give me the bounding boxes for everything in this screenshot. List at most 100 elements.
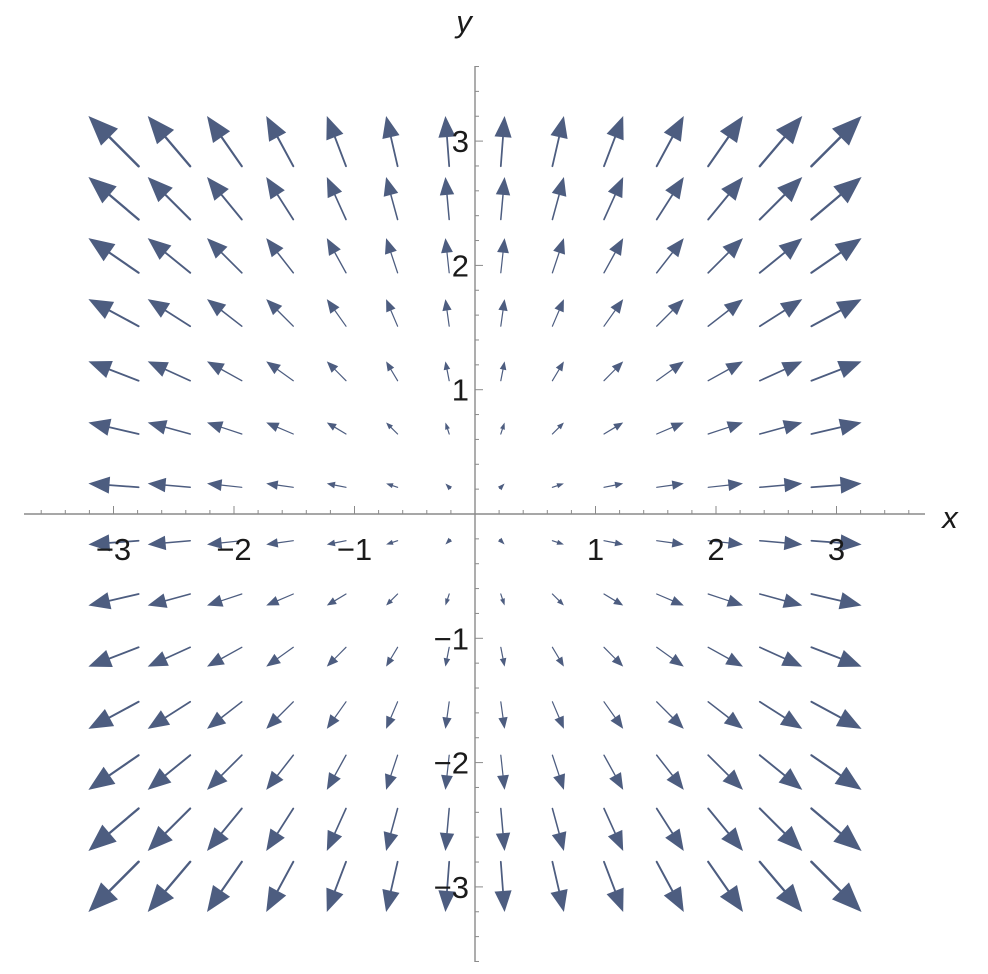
vector-arrow <box>759 420 803 435</box>
vector-arrow <box>707 361 743 382</box>
vector-arrow <box>207 177 243 221</box>
vector-arrow <box>207 646 243 667</box>
vector-arrow <box>498 299 508 327</box>
vector-arrow <box>266 238 295 274</box>
vector-arrow <box>497 483 505 491</box>
vector-arrow <box>326 807 347 851</box>
vector-arrow <box>707 754 743 790</box>
vector-arrow <box>88 807 140 851</box>
vector-arrow <box>759 593 803 608</box>
vector-arrow <box>326 593 347 606</box>
vector-arrow <box>655 860 684 912</box>
vector-arrow <box>88 418 140 436</box>
vector-arrow <box>707 177 743 221</box>
vector-arrow <box>758 116 803 168</box>
vector-arrow <box>810 860 862 912</box>
vector-arrow <box>386 299 399 327</box>
vector-arrow <box>759 477 803 493</box>
vector-arrow <box>88 476 140 494</box>
vector-arrow <box>495 177 511 221</box>
tick-labels-layer: −3 −2 −1 1 2 3 −3 −2 −1 1 2 3 <box>96 124 845 905</box>
vector-arrow <box>810 116 862 168</box>
vector-arrow <box>88 299 140 328</box>
vector-arrow <box>385 238 399 274</box>
vector-arrow <box>707 421 743 435</box>
vector-arrow <box>266 807 295 851</box>
vector-arrow <box>551 422 564 435</box>
vector-arrow <box>147 593 191 608</box>
vector-arrow <box>810 418 862 436</box>
x-tick-label: −3 <box>96 532 131 567</box>
vector-arrow <box>707 238 743 274</box>
vector-arrow <box>441 754 453 790</box>
vector-arrow <box>445 593 450 606</box>
vector-arrow <box>551 177 567 221</box>
vector-arrow <box>603 646 624 667</box>
vector-arrow <box>603 754 624 790</box>
vector-arrow <box>266 593 294 606</box>
vector-arrow <box>326 701 347 729</box>
vector-arrow <box>147 177 192 221</box>
vector-arrow <box>266 754 295 790</box>
x-tick-label: −1 <box>337 532 372 567</box>
vector-arrow <box>386 422 399 435</box>
vector-arrow <box>207 593 243 607</box>
vector-arrow <box>207 807 243 851</box>
vector-arrow <box>500 422 505 435</box>
vector-arrow <box>551 539 564 545</box>
vector-arrow <box>147 754 192 790</box>
vector-arrow <box>603 481 624 489</box>
x-axis-minor-ticks <box>40 506 910 514</box>
vector-arrow <box>326 754 347 790</box>
vector-arrow <box>442 299 452 327</box>
vector-arrow <box>810 534 862 552</box>
vector-arrow <box>266 177 295 221</box>
vector-arrow <box>759 535 803 551</box>
vector-arrow <box>147 860 192 912</box>
vector-arrow <box>147 646 192 667</box>
vector-arrow <box>266 860 295 912</box>
vector-arrow <box>266 422 294 435</box>
vector-arrow <box>383 807 399 851</box>
vector-arrow <box>498 701 508 729</box>
vector-arrow <box>550 116 568 168</box>
vector-arrow <box>386 646 399 667</box>
vector-arrow <box>88 361 140 382</box>
vector-arrow <box>758 646 803 667</box>
vector-arrow <box>551 807 567 851</box>
vector-arrow <box>551 299 564 327</box>
vector-arrow <box>207 116 243 168</box>
vector-arrow <box>382 860 400 912</box>
vector-arrow <box>386 539 399 545</box>
vector-arrow <box>147 238 192 274</box>
vector-arrow <box>494 116 512 168</box>
vector-arrow <box>326 539 347 547</box>
vector-arrow <box>147 361 192 382</box>
vector-arrow <box>326 422 347 435</box>
vector-arrow <box>443 361 451 382</box>
vector-arrow <box>266 646 294 667</box>
vector-arrow <box>656 593 684 606</box>
vector-arrow <box>88 860 140 912</box>
vector-arrow <box>810 177 862 221</box>
vector-arrow <box>326 116 347 168</box>
vector-arrow <box>386 361 399 382</box>
vector-arrow <box>810 700 862 729</box>
vector-arrow <box>88 238 140 274</box>
vector-arrow <box>707 860 743 912</box>
vector-arrow <box>603 177 624 221</box>
vector-arrow <box>655 116 684 168</box>
vector-arrow <box>445 422 450 435</box>
vector-arrow <box>88 116 140 168</box>
vector-arrow <box>266 299 294 327</box>
vector-arrow <box>207 537 243 549</box>
y-tick-label: 2 <box>452 248 469 283</box>
vector-arrow <box>550 860 568 912</box>
vector-arrow <box>603 593 624 606</box>
vector-arrow <box>494 860 512 912</box>
vector-arrow <box>707 116 743 168</box>
y-tick-label: −1 <box>434 621 469 656</box>
vector-arrow <box>386 483 399 489</box>
vector-arrow <box>207 361 243 382</box>
vector-arrow <box>207 421 243 435</box>
